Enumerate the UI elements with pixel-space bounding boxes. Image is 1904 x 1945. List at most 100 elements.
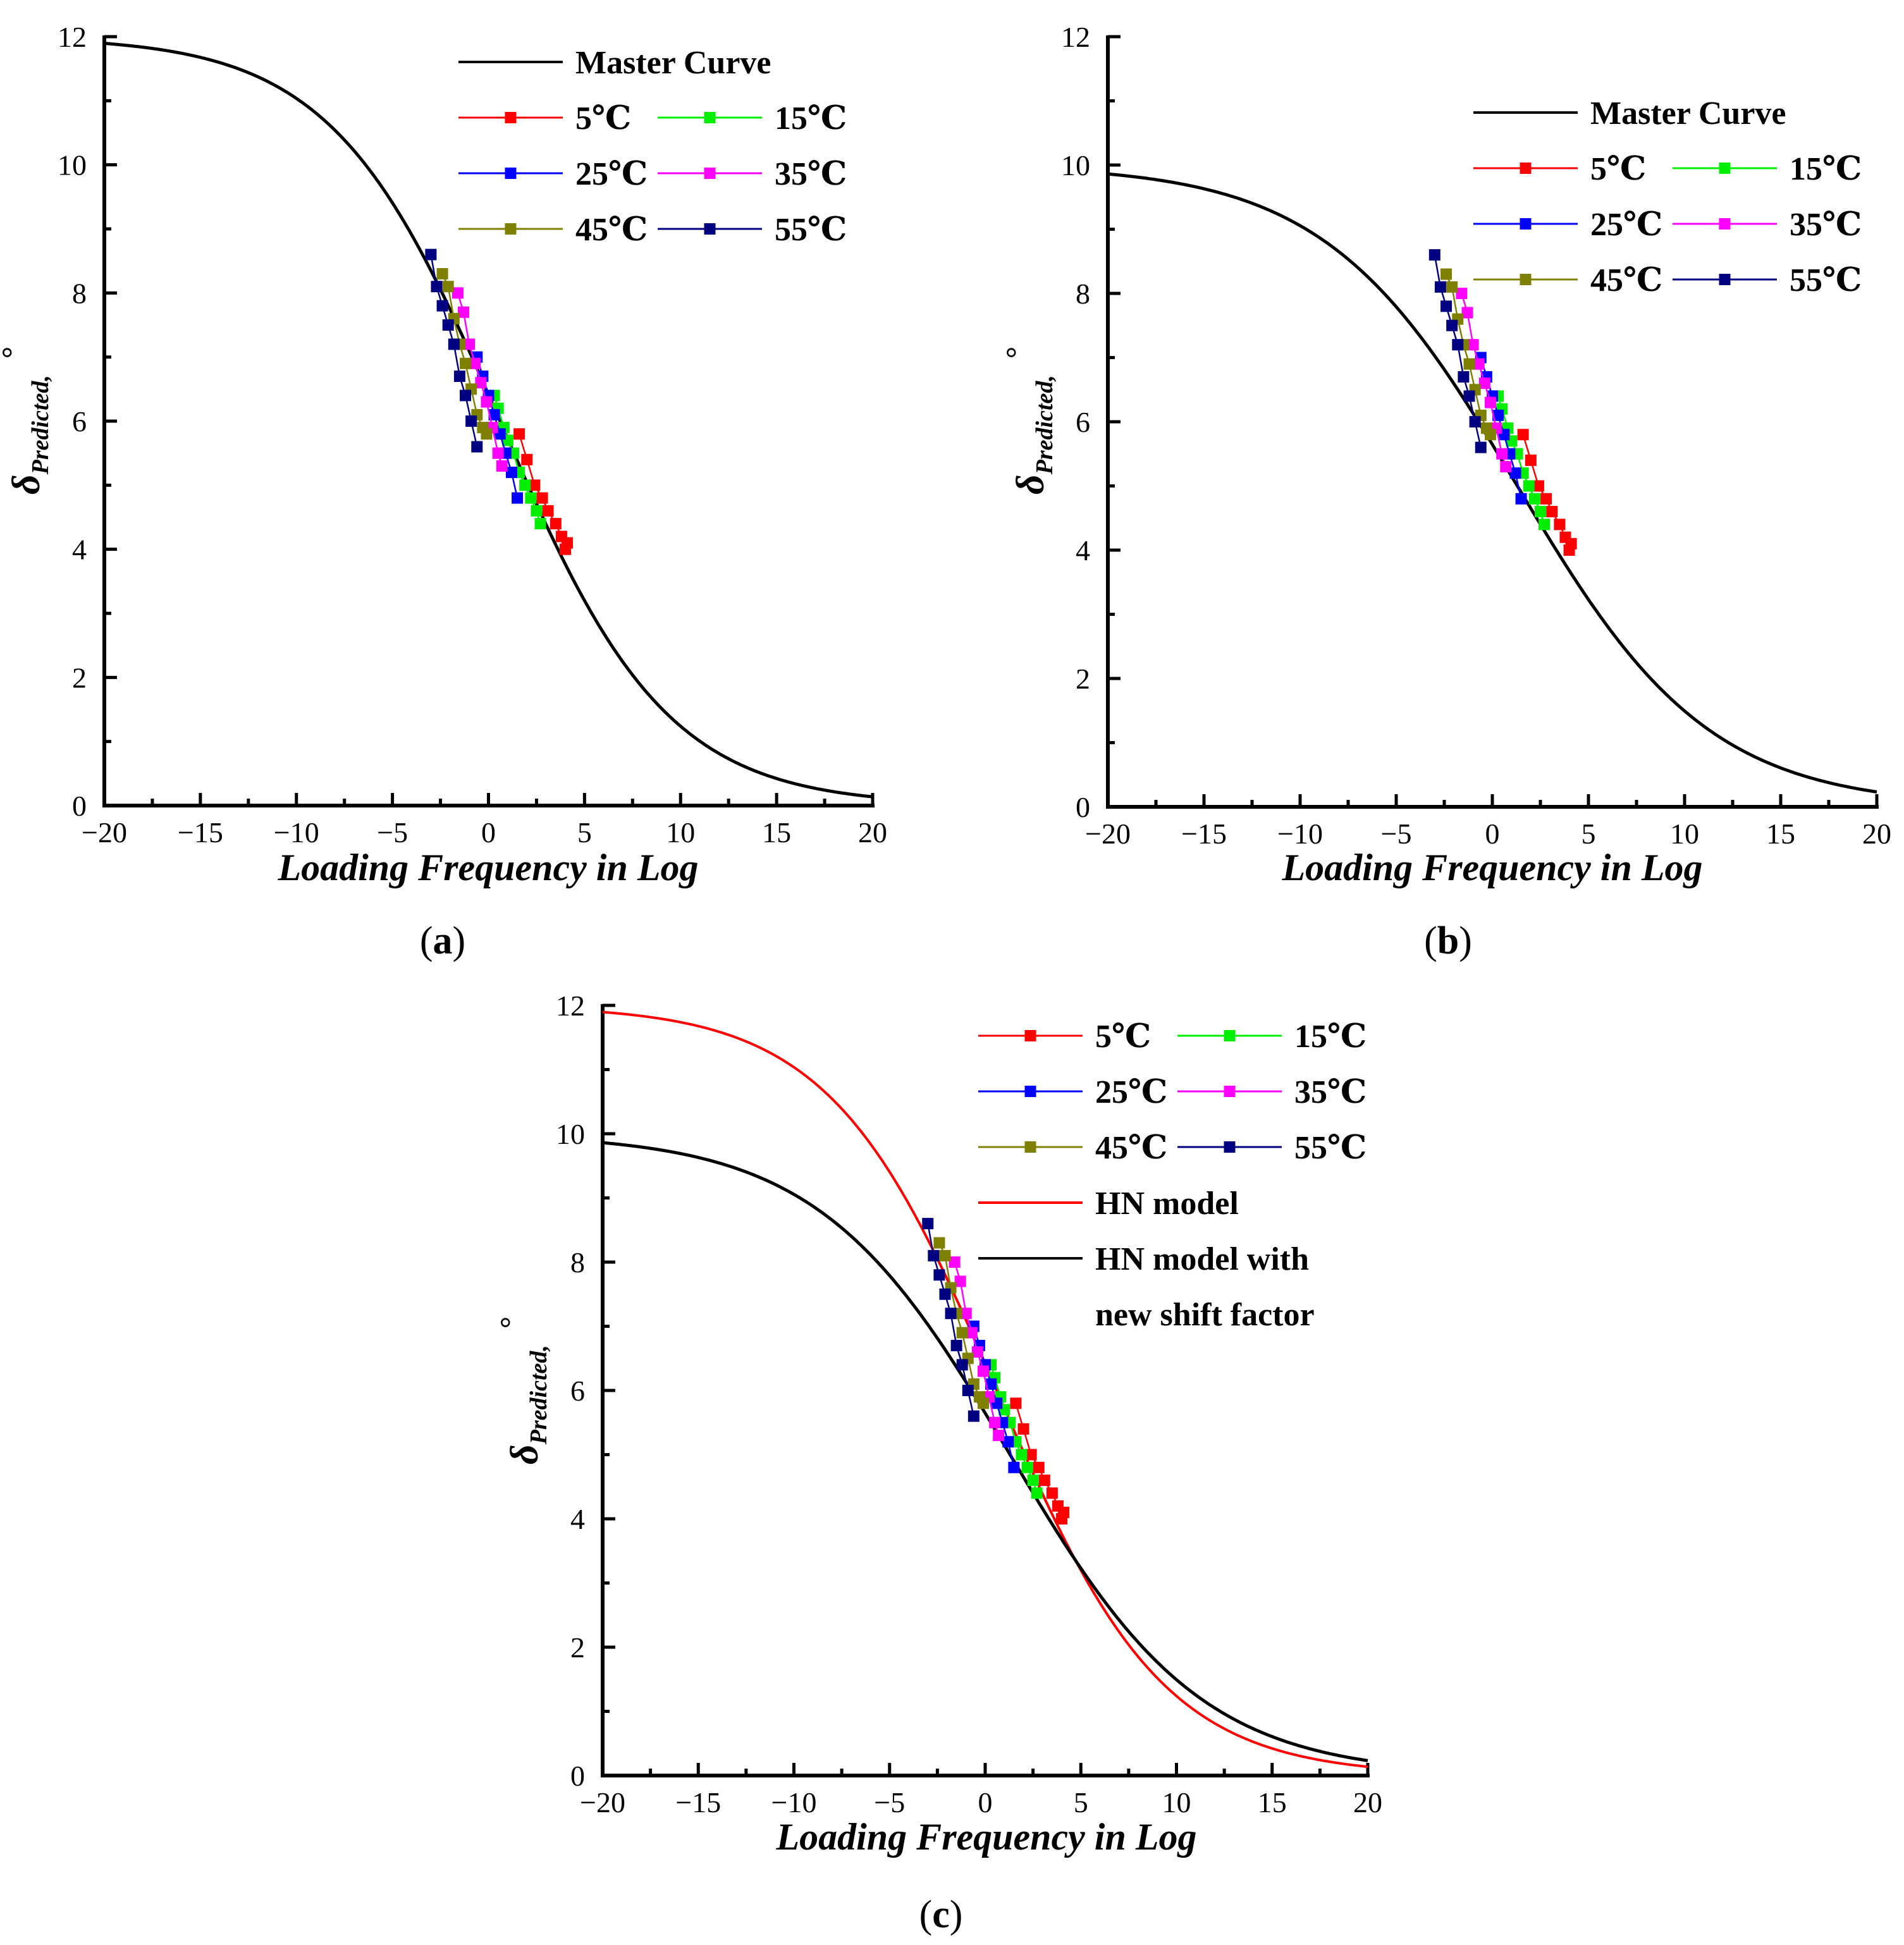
x-tick-label: 10 [1670,818,1699,850]
data-point-55 [453,371,465,383]
legend-label-25: 25℃ [575,156,648,192]
data-point-15 [1016,1449,1028,1461]
data-point-5 [1565,537,1577,549]
data-point-35 [458,306,470,318]
data-point-5 [1038,1475,1050,1487]
data-point-55 [1452,339,1464,351]
y-tick-label: 4 [72,534,87,566]
legend-marker-45 [505,223,517,235]
chart-panel-a: −20 −15 −10 −5 0 5 10 15 20 0 2 4 6 8 10 12 Loading Freq… [0,21,887,888]
data-point-55 [471,441,483,453]
data-point-35 [1461,307,1473,319]
data-point-55 [933,1269,945,1281]
x-tick-label: −5 [377,816,408,849]
data-point-55 [956,1359,968,1371]
data-point-5 [550,518,562,530]
x-tick-label: 0 [1485,818,1500,850]
x-tick-label: −5 [1381,818,1412,850]
x-tick-label: 15 [762,816,791,849]
y-tick-label: 0 [570,1760,585,1792]
data-point-55 [442,319,454,331]
data-point-35 [1484,396,1496,408]
data-point-5 [521,453,533,465]
data-point-35 [989,1416,1001,1428]
y-axis-unit: ° [494,1318,528,1330]
y-axis-comma: , [525,1345,552,1352]
data-point-55 [1440,300,1453,312]
curve-hn_new [602,1141,1368,1762]
data-point-55 [928,1249,940,1261]
y-tick-label: 2 [1076,663,1090,695]
x-axis-title: Loading Frequency in Log [775,1816,1196,1858]
y-axis-title: δPredicted, ° [494,1318,552,1464]
legend-label-hn: HN model [1095,1186,1239,1222]
series-line-15 [990,1365,1038,1494]
x-tick-label: 0 [978,1786,993,1819]
legend-label-15: 15℃ [1294,1019,1367,1055]
data-point-35 [481,396,493,408]
data-point-35 [977,1365,989,1377]
y-axis-title-text: δPredicted, ° [0,348,54,494]
chart-panel-b: −20 −15 −10 −5 0 5 10 15 20 0 2 4 6 8 10 12 Loading Freq… [1000,21,1891,888]
y-axis-title: δPredicted, ° [1000,348,1058,494]
y-tick-label: 10 [556,1118,585,1150]
data-point-5 [1540,493,1552,505]
x-tick-label: −10 [771,1786,817,1819]
y-tick-label: 10 [1061,149,1090,181]
data-point-15 [1528,493,1540,505]
data-point-15 [519,479,531,491]
data-point-5 [1546,506,1558,518]
y-tick-label: 0 [1076,791,1090,823]
data-point-45 [481,428,493,440]
y-tick-label: 6 [1076,406,1090,438]
legend-label-15: 15℃ [775,101,847,137]
y-axis-subscript: Predicted [1031,381,1058,476]
series-line-15 [493,395,541,524]
y-axis-unit: ° [1000,348,1034,360]
legend-marker-55 [704,223,716,235]
data-point-55 [1469,416,1481,427]
x-tick-label: −20 [82,816,127,849]
panel-label-c: (c) [919,1893,963,1936]
x-tick-label: −20 [1085,818,1131,850]
data-point-45 [1446,281,1458,293]
legend-marker-15 [1224,1030,1236,1041]
y-axis-subscript: Predicted [27,381,54,476]
data-point-5 [513,428,525,440]
y-tick-label: 12 [58,21,87,53]
curve-master [1107,172,1877,794]
data-point-55 [425,248,437,261]
x-tick-label: −15 [675,1786,721,1819]
legend-marker-55 [1224,1141,1236,1153]
data-point-5 [1017,1423,1029,1435]
y-tick-label: 0 [72,790,87,822]
legend-marker-45 [1520,274,1532,285]
data-point-55 [1458,371,1470,383]
data-point-55 [1463,390,1475,402]
data-point-5 [1058,1506,1070,1518]
data-point-25 [488,408,500,420]
legend-marker-15 [1719,163,1731,174]
legend-label-5: 5℃ [575,101,631,137]
data-point-5 [562,537,574,549]
y-tick-label: 12 [1061,21,1090,53]
legend-marker-35 [1224,1086,1236,1097]
data-point-25 [1509,467,1521,479]
data-point-55 [1434,281,1446,293]
data-point-35 [1456,288,1468,299]
x-tick-label: −10 [274,816,319,849]
data-point-35 [960,1308,972,1320]
legend-label-45: 45℃ [575,212,648,248]
chart-panel-c: −20 −15 −10 −5 0 5 10 15 20 0 2 4 6 8 10 12 Loading Freq… [494,990,1382,1858]
legend-label-45: 45℃ [1590,262,1662,298]
legend-marker-25 [1520,218,1532,230]
data-point-35 [1473,358,1485,370]
x-tick-label: 15 [1766,818,1795,850]
data-point-5 [1033,1461,1045,1473]
data-point-35 [1496,448,1508,460]
x-tick-label: 5 [1074,1786,1088,1819]
legend-label-25: 25℃ [1095,1074,1167,1110]
data-point-35 [1500,461,1512,473]
data-point-55 [1475,441,1487,453]
data-point-15 [1539,518,1551,531]
